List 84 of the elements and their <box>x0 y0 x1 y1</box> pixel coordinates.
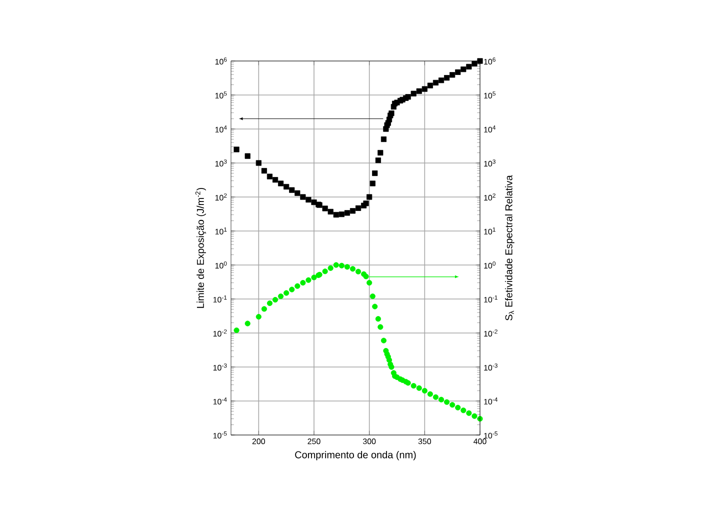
point <box>256 314 262 320</box>
point <box>289 286 295 292</box>
y-axis-title: Limite de Exposição (J/m$^{-2}$) <box>195 188 206 308</box>
point <box>355 268 362 274</box>
point <box>306 277 312 283</box>
point <box>432 80 439 86</box>
point <box>372 170 378 176</box>
point <box>388 364 394 370</box>
point <box>450 72 456 78</box>
point <box>472 413 478 419</box>
point <box>422 86 428 92</box>
point <box>328 208 334 214</box>
point <box>444 75 450 81</box>
point <box>472 60 478 67</box>
point <box>266 300 273 306</box>
point <box>370 180 376 186</box>
point <box>438 396 444 402</box>
point <box>378 324 384 330</box>
point <box>350 208 356 214</box>
point <box>278 180 284 186</box>
point <box>416 385 422 391</box>
point <box>306 196 312 203</box>
point <box>244 153 250 159</box>
point <box>328 265 334 271</box>
point <box>410 383 416 389</box>
point <box>344 264 350 270</box>
point <box>363 274 369 280</box>
point <box>416 88 422 94</box>
x-axis-title: Comprimento de onda (nm) <box>295 451 416 460</box>
point <box>333 212 339 218</box>
point <box>272 296 278 303</box>
point <box>338 212 344 218</box>
point <box>372 304 378 310</box>
point <box>278 294 284 300</box>
point <box>350 266 356 272</box>
point <box>450 402 456 408</box>
point <box>300 280 306 286</box>
point <box>432 394 439 400</box>
point <box>289 187 295 193</box>
point <box>438 78 444 84</box>
point <box>370 294 376 300</box>
point <box>266 174 273 180</box>
point <box>244 320 250 326</box>
point <box>300 194 306 200</box>
point <box>375 158 381 164</box>
point <box>294 190 300 196</box>
point <box>311 199 317 206</box>
point <box>355 205 362 211</box>
point <box>234 328 240 334</box>
point <box>375 316 381 322</box>
point <box>477 58 483 64</box>
point <box>256 160 262 166</box>
point <box>261 168 267 174</box>
point <box>455 69 461 75</box>
point <box>422 388 428 394</box>
point <box>410 90 416 96</box>
point <box>460 66 466 72</box>
point <box>344 210 350 216</box>
y2-axis-title: S$_{λ}$ Efetividade Espectral Relativa <box>505 175 514 320</box>
point <box>322 268 328 274</box>
point <box>427 82 433 88</box>
point <box>380 136 387 142</box>
point <box>333 262 339 268</box>
point <box>388 110 394 116</box>
point <box>366 194 372 200</box>
point <box>455 404 461 410</box>
point <box>466 410 472 416</box>
point <box>272 177 278 183</box>
point <box>311 274 317 280</box>
point <box>234 146 240 152</box>
point <box>284 184 290 190</box>
point <box>460 408 466 414</box>
point <box>338 262 344 268</box>
point <box>294 283 300 289</box>
point <box>378 150 384 156</box>
point <box>366 280 372 286</box>
point <box>322 206 328 212</box>
point <box>380 338 387 344</box>
point <box>386 357 392 363</box>
point <box>466 64 472 70</box>
point <box>427 391 433 397</box>
point <box>261 306 267 312</box>
point <box>444 399 450 405</box>
point <box>284 290 290 296</box>
